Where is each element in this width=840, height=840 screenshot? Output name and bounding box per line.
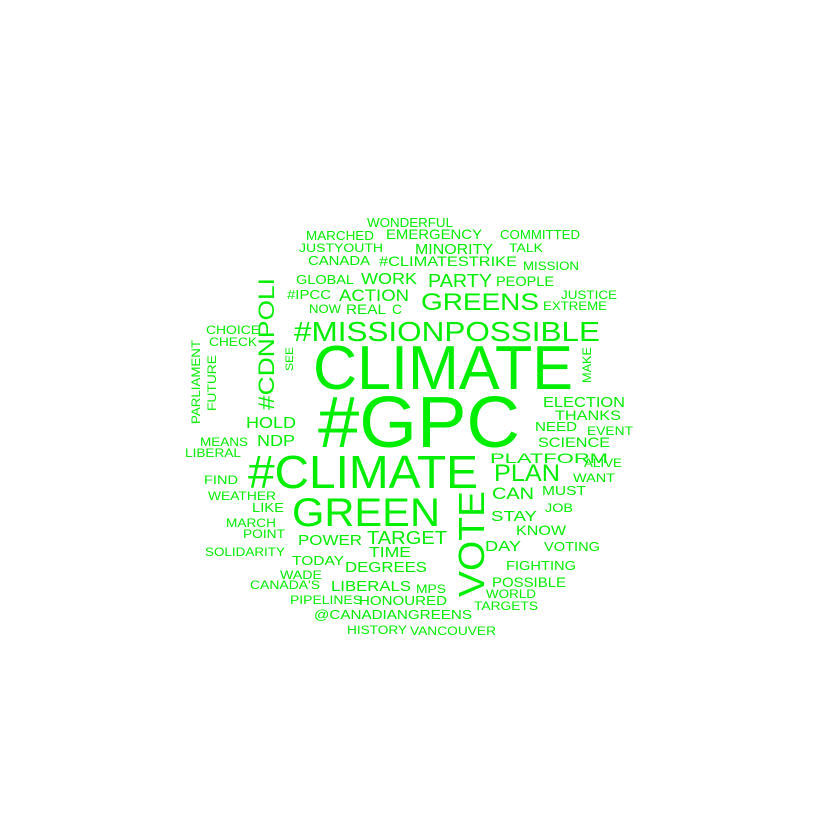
word-voting: VOTING [544,539,600,554]
word-hold: HOLD [246,415,296,432]
word-honoured: HONOURED [359,593,447,608]
word-job: JOB [545,501,573,515]
word-know: KNOW [516,522,567,538]
word-possible: POSSIBLE [492,574,566,590]
word-missionpossible: #MISSIONPOSSIBLE [294,316,600,347]
word-today: TODAY [292,553,344,568]
word-science: SCIENCE [538,434,610,450]
word-future: FUTURE [205,355,219,411]
word-committed: COMMITTED [500,227,580,242]
word-climatestrike: #CLIMATESTRIKE [379,253,517,269]
word-real: REAL [346,301,386,317]
word-means: MEANS [200,435,248,449]
word-green: GREEN [292,491,440,535]
word-weather: WEATHER [208,489,276,503]
word-people: PEOPLE [496,273,554,289]
word-choice: CHOICE [206,323,260,337]
word-check: CHECK [209,335,257,349]
word-mission: MISSION [523,259,579,273]
word-canada: CANADA [308,253,370,268]
word-canadiangreens: @CANADIANGREENS [314,607,472,622]
word-target: TARGET [367,528,447,548]
word-plan: PLAN [494,460,560,487]
word-gpc: #GPC [318,383,520,463]
word-find: FIND [204,473,238,487]
word-cdnpoli: #CDNPOLI [254,278,279,410]
word-action: ACTION [339,286,409,305]
word-wade: WADE [280,568,322,582]
word-event: EVENT [587,424,634,438]
word-party: PARTY [428,271,492,291]
word-history: HISTORY [347,623,407,637]
word-targets: TARGETS [474,599,538,613]
word-ipcc: #IPCC [287,287,331,302]
word-vote: VOTE [451,491,492,597]
word-alive: ALIVE [584,456,622,470]
word-liberals: LIBERALS [331,578,411,595]
word-emergency: EMERGENCY [386,226,483,242]
word-platform: PLATFORM [490,450,608,466]
word-can: CAN [492,484,534,503]
word-day: DAY [485,538,521,555]
word-like: LIKE [252,500,284,515]
word-ndp: NDP [257,433,295,450]
word-see: SEE [284,347,296,371]
word-work: WORK [361,271,417,288]
word-talk: TALK [509,241,543,255]
word-mps: MPS [416,582,446,596]
word-must: MUST [542,483,586,498]
word-time: TIME [369,544,411,561]
word-point: POINT [243,527,286,541]
word-need: NEED [535,419,577,434]
word-stay: STAY [491,508,537,525]
word-want: WANT [573,471,616,485]
word-make: MAKE [580,347,594,383]
word-wonderful: WONDERFUL [367,215,453,230]
word-fighting: FIGHTING [506,558,576,573]
word-greens: GREENS [421,289,539,316]
word-global: GLOBAL [296,272,354,287]
word-canada-s: CANADA'S [250,578,320,592]
word-climate: CLIMATE [313,334,573,403]
word-pipelines: PIPELINES [290,593,362,607]
word-marched: MARCHED [306,228,374,243]
word-vancouver: VANCOUVER [410,624,496,638]
word-climate: #CLIMATE [248,446,478,498]
word-c: C [392,301,402,317]
word-thanks: THANKS [555,407,621,423]
word-march: MARCH [226,516,276,530]
word-justice: JUSTICE [561,288,617,302]
word-parliament: PARLIAMENT [189,339,203,424]
word-minority: MINORITY [415,241,493,258]
word-world: WORLD [486,587,536,601]
word-power: POWER [298,532,362,549]
word-justyouth: JUSTYOUTH [299,241,383,255]
word-degrees: DEGREES [345,559,427,576]
word-now: NOW [309,302,342,316]
word-solidarity: SOLIDARITY [205,545,285,559]
word-election: ELECTION [543,394,625,411]
word-liberal: LIBERAL [185,446,241,460]
word-extreme: EXTREME [543,299,607,313]
